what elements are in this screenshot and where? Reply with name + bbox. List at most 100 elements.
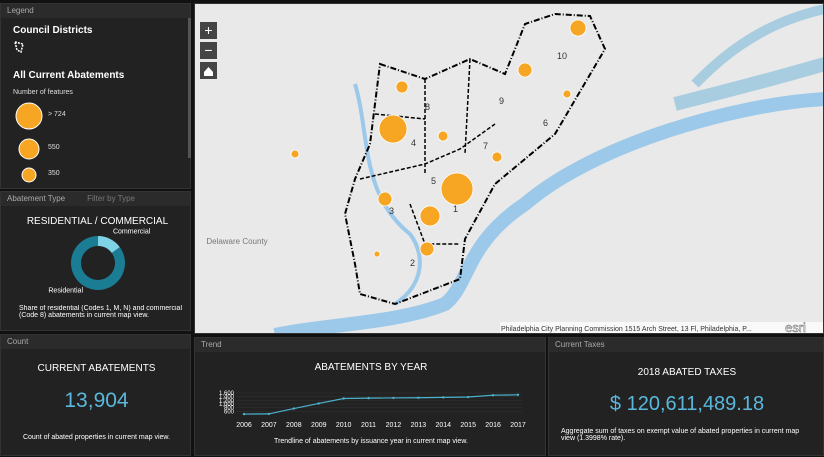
taxes-panel: Current Taxes 2018 ABATED TAXES $ 120,61… bbox=[548, 337, 824, 456]
donut-chart: Commercial Residential bbox=[48, 229, 151, 295]
esri-logo: esri bbox=[785, 320, 806, 334]
river bbox=[673, 57, 823, 111]
district-label: 9 bbox=[499, 96, 504, 106]
size-symbol bbox=[15, 102, 43, 130]
y-tick-label: 1,600 bbox=[219, 391, 235, 397]
delaware-river bbox=[273, 92, 823, 333]
attribution: Philadelphia City Planning Commission 15… bbox=[501, 326, 752, 333]
tab[interactable]: Filter by Type bbox=[87, 194, 135, 203]
x-tick-label: 2014 bbox=[435, 422, 451, 429]
title: All Current Abatements bbox=[13, 70, 125, 81]
y-tick-label: 1,400 bbox=[219, 395, 235, 401]
count-value: 13,904 bbox=[64, 389, 129, 412]
size-symbol bbox=[18, 138, 40, 160]
x-tick-label: 2006 bbox=[236, 422, 252, 429]
district-symbol bbox=[13, 40, 24, 54]
point bbox=[491, 394, 495, 397]
map: 1 2 3 4 5 6 7 8 9 10 Delaware County Phi… bbox=[200, 4, 823, 334]
district-label: 8 bbox=[425, 102, 430, 112]
size-label: 550 bbox=[48, 144, 60, 151]
tab[interactable]: Abatement Type bbox=[7, 194, 66, 203]
y-tick-label: 1,200 bbox=[219, 398, 235, 404]
x-tick-label: 2009 bbox=[311, 422, 327, 429]
district-label: 3 bbox=[389, 206, 394, 216]
title: RESIDENTIAL / COMMERCIAL SPLIT bbox=[26, 216, 169, 228]
district-labels: 1 2 3 4 5 6 7 8 9 10 bbox=[389, 51, 567, 268]
point bbox=[292, 407, 296, 410]
title: CURRENT ABATEMENTS bbox=[37, 363, 156, 374]
x-tick-label: 2008 bbox=[286, 422, 302, 429]
size-label: > 724 bbox=[48, 111, 66, 118]
scrollbar[interactable] bbox=[188, 18, 191, 158]
header: Current Taxes bbox=[549, 338, 823, 352]
taxes-value: $ 120,611,489.18 bbox=[609, 393, 765, 415]
x-tick-label: 2013 bbox=[411, 422, 427, 429]
district-label: 7 bbox=[483, 141, 488, 151]
point bbox=[516, 393, 520, 397]
zoom-controls[interactable]: + − bbox=[200, 22, 217, 79]
svg-text:+: + bbox=[204, 22, 212, 38]
point bbox=[466, 395, 470, 399]
title: Council Districts bbox=[13, 25, 93, 36]
description: Aggregate sum of taxes on exempt value o… bbox=[561, 428, 800, 442]
x-tick-label: 2011 bbox=[361, 422, 376, 429]
line-chart: ABATEMENTS BY YEAR 6008001,0001,2001,400… bbox=[219, 362, 526, 429]
district-label: 10 bbox=[557, 51, 567, 61]
description: Share of residential (Codes 1, M, N) and… bbox=[19, 305, 183, 319]
abatement-type-panel: Abatement Type Filter by Type RESIDENTIAL… bbox=[0, 191, 191, 331]
point bbox=[417, 396, 420, 399]
district-label: 2 bbox=[410, 258, 415, 268]
header: Trend bbox=[195, 338, 545, 352]
abatement-bubbles bbox=[290, 19, 587, 258]
x-tick-label: 2012 bbox=[386, 422, 402, 429]
district-label: 1 bbox=[453, 204, 458, 214]
chart-title: ABATEMENTS BY YEAR bbox=[315, 362, 428, 373]
size-label: 350 bbox=[48, 170, 60, 177]
district-label: 5 bbox=[431, 176, 436, 186]
size-symbol bbox=[21, 167, 37, 183]
y-tick-label: 600 bbox=[224, 409, 235, 415]
trend-line bbox=[243, 394, 519, 415]
title: 2018 ABATED TAXES bbox=[637, 367, 737, 378]
x-tick-label: 2017 bbox=[510, 422, 526, 429]
y-tick-label: 1,000 bbox=[219, 402, 235, 408]
trend-panel: Trend ABATEMENTS BY YEAR 600 800 1,000 1,20… bbox=[194, 337, 546, 456]
district-label: 4 bbox=[411, 138, 416, 148]
count-panel: Count CURRENT ABATEMENTS 13,904 Count of… bbox=[0, 334, 191, 456]
point bbox=[392, 396, 395, 400]
zoom-in[interactable] bbox=[200, 22, 217, 39]
point bbox=[342, 397, 345, 400]
donut-slice bbox=[98, 236, 120, 254]
attribution-bar bbox=[500, 322, 823, 333]
header: Count bbox=[1, 335, 190, 349]
point bbox=[242, 412, 246, 416]
y-tick-label: 800 bbox=[224, 406, 235, 412]
x-tick-label: 2016 bbox=[485, 422, 501, 429]
svg-text:−: − bbox=[204, 42, 212, 58]
tabs: Abatement Type Filter by Type bbox=[1, 192, 190, 206]
description: Count of abated properties in current ma… bbox=[22, 434, 171, 441]
map-panel: 1 2 3 4 5 6 7 8 9 10 Delaware County Phi… bbox=[194, 3, 824, 334]
point bbox=[367, 396, 370, 400]
label: Number of features bbox=[13, 89, 73, 96]
schuylkill-river bbox=[353, 83, 422, 306]
header: Legend bbox=[1, 4, 190, 18]
point bbox=[442, 396, 445, 399]
river bbox=[691, 4, 823, 88]
district-boundary bbox=[359, 58, 496, 245]
district-boundary bbox=[343, 12, 607, 306]
legend-panel: Legend Council Districts All Current Aba… bbox=[0, 3, 191, 189]
x-tick-label: 2007 bbox=[261, 422, 277, 429]
donut-slice bbox=[71, 236, 126, 290]
description: Trendline of abatements by issuance year… bbox=[274, 438, 468, 445]
slice-label: Commercial bbox=[113, 229, 151, 236]
point bbox=[317, 402, 320, 405]
district-label: 6 bbox=[543, 118, 548, 128]
point bbox=[267, 412, 271, 416]
legend-symbols bbox=[13, 18, 191, 183]
county-label: Delaware County bbox=[206, 237, 267, 246]
zoom-out[interactable] bbox=[200, 42, 217, 59]
x-tick-label: 2015 bbox=[460, 422, 476, 429]
slice-label: Residential bbox=[48, 287, 83, 294]
